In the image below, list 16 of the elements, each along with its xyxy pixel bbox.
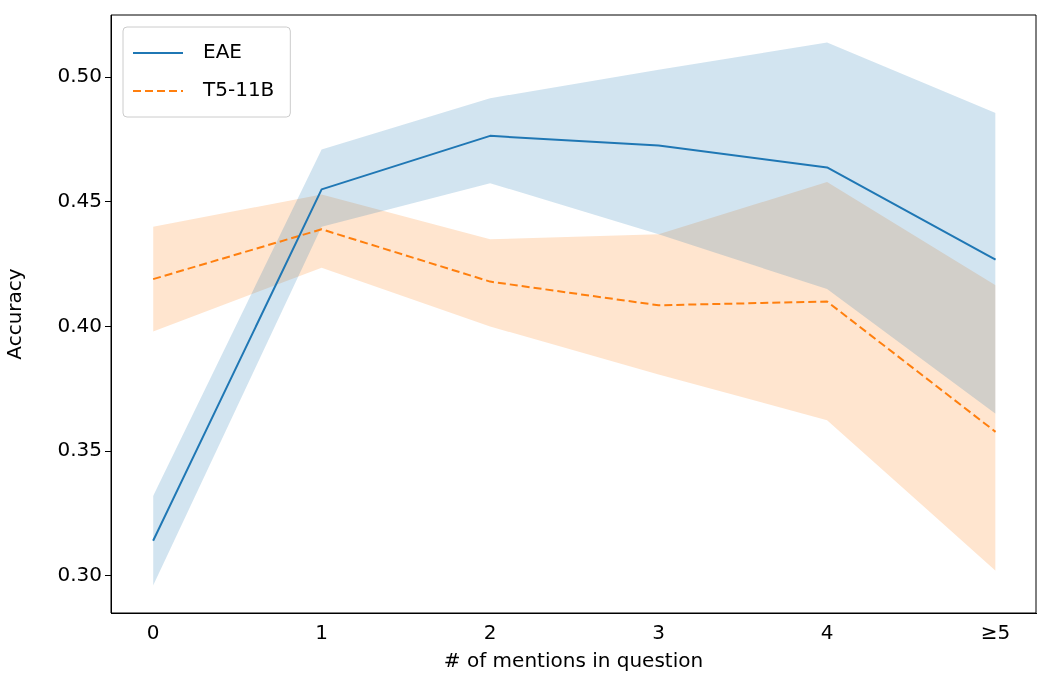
x-tick-label: 1: [315, 620, 328, 645]
x-tick-label: 3: [652, 620, 665, 645]
y-tick-label: 0.30: [57, 561, 102, 586]
line-series: [152, 228, 997, 433]
y-tick-label: 0.45: [57, 188, 102, 213]
x-tick-label: ≥5: [980, 620, 1011, 645]
x-tick-label: 4: [820, 620, 834, 645]
y-axis-title: Accuracy: [2, 268, 27, 360]
y-tick-label: 0.50: [57, 63, 102, 88]
legend-label: T5-11B: [202, 77, 275, 102]
y-tick-label: 0.35: [57, 437, 102, 462]
x-tick-label: 2: [483, 620, 497, 645]
y-tick-label: 0.40: [57, 312, 102, 337]
x-axis-title: # of mentions in question: [443, 648, 704, 673]
x-tick-label: 0: [146, 620, 160, 645]
legend-label: EAE: [203, 39, 242, 64]
